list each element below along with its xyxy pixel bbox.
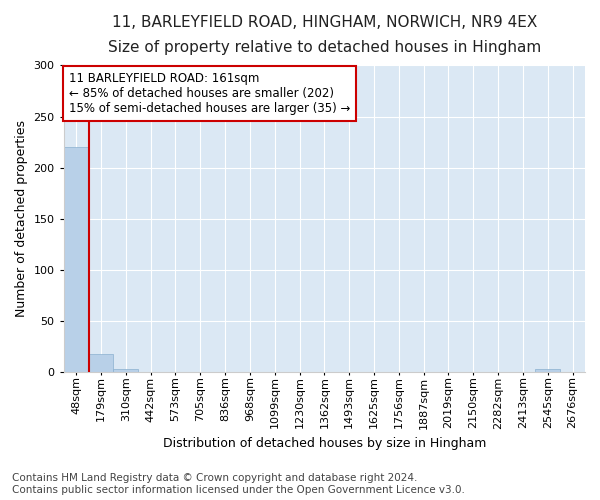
Title: 11, BARLEYFIELD ROAD, HINGHAM, NORWICH, NR9 4EX
Size of property relative to det: 11, BARLEYFIELD ROAD, HINGHAM, NORWICH, … [108, 15, 541, 54]
Text: Contains HM Land Registry data © Crown copyright and database right 2024.
Contai: Contains HM Land Registry data © Crown c… [12, 474, 465, 495]
Bar [64, 148, 89, 372]
Bar [89, 354, 113, 372]
Y-axis label: Number of detached properties: Number of detached properties [15, 120, 28, 318]
Bar [113, 369, 138, 372]
Bar [535, 369, 560, 372]
Text: 11 BARLEYFIELD ROAD: 161sqm
← 85% of detached houses are smaller (202)
15% of se: 11 BARLEYFIELD ROAD: 161sqm ← 85% of det… [69, 72, 350, 114]
X-axis label: Distribution of detached houses by size in Hingham: Distribution of detached houses by size … [163, 437, 486, 450]
